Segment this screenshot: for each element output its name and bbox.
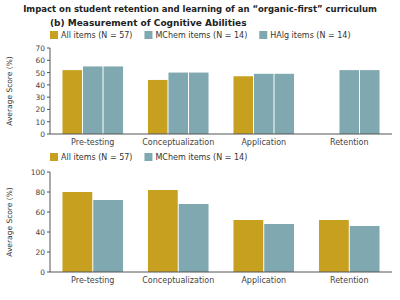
bar — [62, 192, 92, 272]
legend-entry: MChem items (N = 14) — [155, 31, 247, 40]
page-title: Impact on student retention and learning… — [23, 4, 377, 14]
bars — [62, 66, 379, 134]
tick-label: 80 — [35, 188, 45, 197]
chart: All items (N = 57) MChem items (N = 14) 0 2… — [5, 153, 392, 285]
tick-label: Conceptualization — [142, 276, 214, 285]
legend-entry: All items (N = 57) — [61, 31, 132, 40]
tick-label: 40 — [35, 228, 45, 237]
tick-label: 50 — [35, 69, 45, 78]
bar — [104, 66, 124, 134]
axis-label: Average Score (%) — [5, 56, 14, 126]
tick-label: Application — [241, 276, 286, 285]
tick-label: Conceptualization — [142, 138, 214, 147]
x-axis — [50, 134, 392, 135]
bar — [275, 74, 295, 134]
tick-label: 60 — [35, 208, 45, 217]
chart-title: (b) Measurement of Cognitive Abilities — [50, 18, 247, 28]
bar — [233, 76, 253, 134]
bar — [350, 226, 380, 272]
bar — [62, 70, 82, 134]
axis-label: Average Score (%) — [5, 187, 14, 257]
bar — [264, 224, 294, 272]
page: Impact on student retention and learning… — [0, 0, 400, 300]
tick-label: 10 — [35, 118, 45, 127]
tick-label: 40 — [35, 81, 45, 90]
legend-entry: All items (N = 57) — [61, 153, 132, 162]
bar — [148, 80, 168, 134]
tick-label: Pre-testing — [71, 276, 114, 285]
tick-label: 20 — [35, 105, 45, 114]
y-axis — [50, 172, 51, 272]
tick-label: 0 — [40, 130, 45, 139]
legend-swatch — [144, 31, 152, 39]
tick-label: Pre-testing — [71, 138, 114, 147]
y-axis — [50, 48, 51, 134]
tick-label: 30 — [35, 93, 45, 102]
bar — [254, 74, 274, 134]
tick-label: 20 — [35, 248, 45, 257]
tick-label: Application — [241, 138, 286, 147]
tick-label: 60 — [35, 56, 45, 65]
bar — [168, 73, 188, 134]
bar — [339, 70, 359, 134]
bar — [93, 200, 123, 272]
legend-entry: MChem items (N = 14) — [155, 153, 247, 162]
chart: (b) Measurement of Cognitive Abilities Al… — [5, 18, 392, 147]
tick-label: 100 — [31, 168, 46, 177]
x-axis — [50, 272, 392, 273]
tick-label: 70 — [35, 44, 45, 53]
legend-swatch — [50, 31, 58, 39]
tick-label: 0 — [40, 268, 45, 277]
tick-label: Retention — [330, 276, 369, 285]
legend-entry: HAlg items (N = 14) — [270, 31, 350, 40]
bar — [189, 73, 209, 134]
bar — [233, 220, 263, 272]
legend-swatch — [144, 153, 152, 161]
bar — [179, 204, 209, 272]
bar — [360, 70, 380, 134]
bar — [83, 66, 103, 134]
legend-swatch — [259, 31, 267, 39]
bars — [62, 190, 379, 272]
bar — [319, 220, 349, 272]
tick-label: Retention — [330, 138, 369, 147]
bar — [148, 190, 178, 272]
legend-swatch — [50, 153, 58, 161]
